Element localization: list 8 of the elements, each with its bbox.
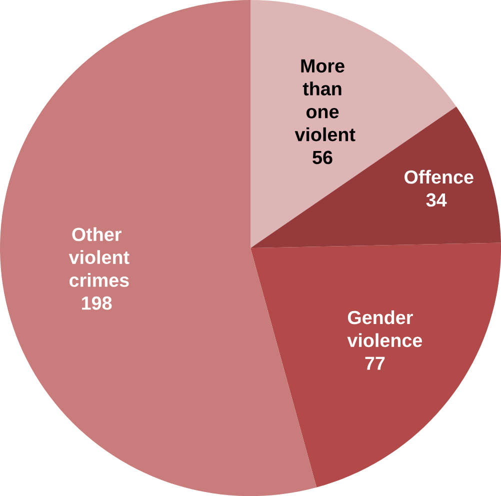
- slice-label: Gender violence: [347, 310, 422, 348]
- data-label: 77: [365, 356, 385, 370]
- slice-label: Other violent crimes: [68, 227, 130, 287]
- data-label: 198: [82, 296, 112, 310]
- slice-label: Offence: [404, 170, 474, 184]
- data-label: 34: [426, 193, 447, 207]
- slice-label: More than one violent: [294, 59, 356, 142]
- data-label: 56: [312, 150, 332, 164]
